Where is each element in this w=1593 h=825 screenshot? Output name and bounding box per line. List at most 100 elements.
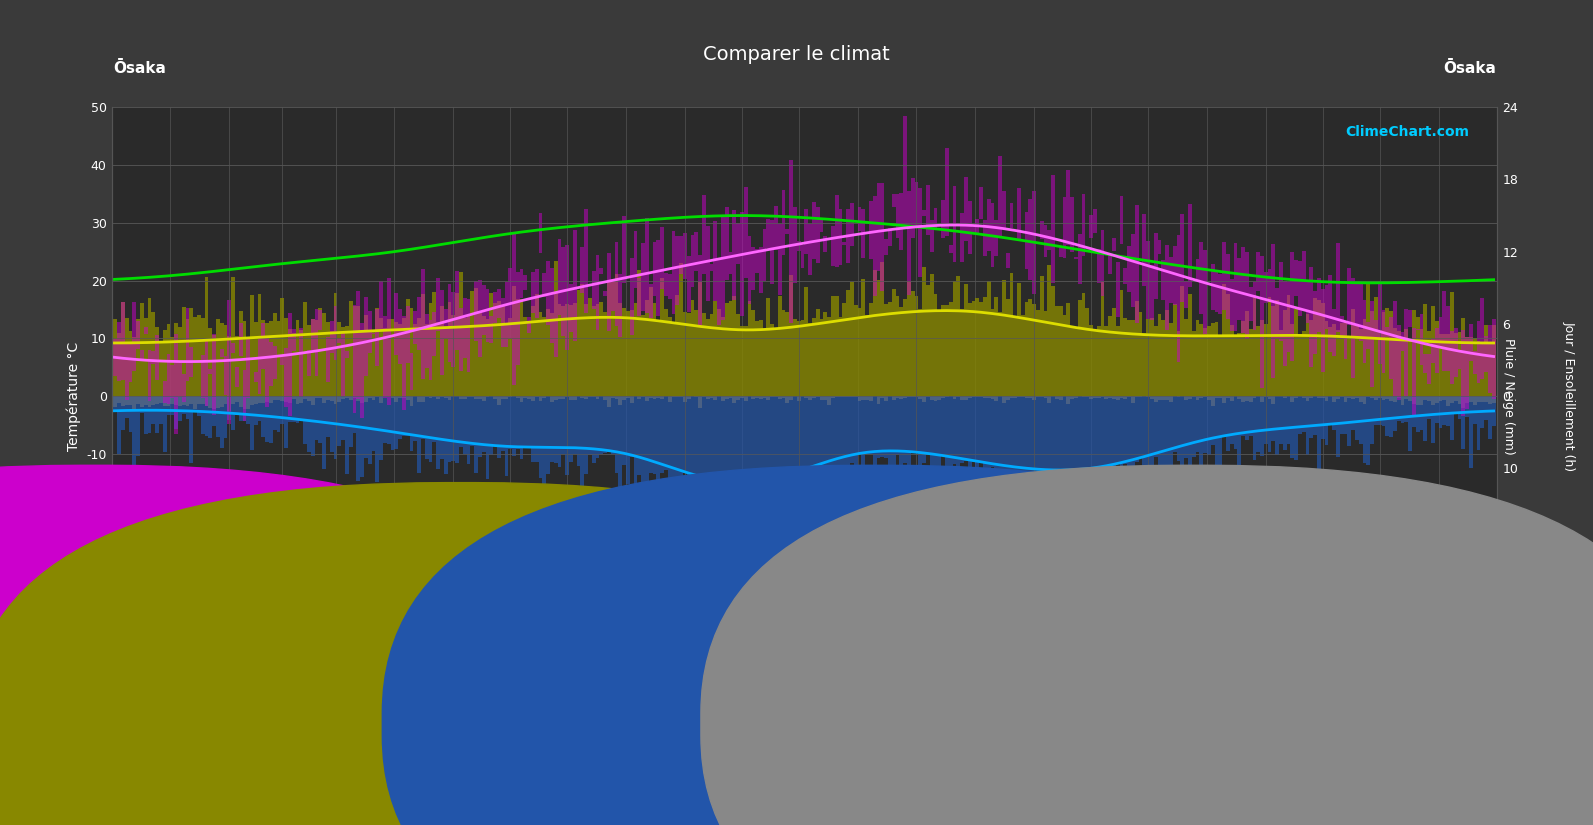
Bar	[758, 247, 763, 293]
Bar	[1424, 354, 1427, 373]
Bar	[876, 183, 881, 271]
Bar	[653, 396, 656, 474]
Bar	[253, 396, 258, 425]
Bar	[1005, 396, 1010, 493]
Bar	[280, 396, 284, 401]
Bar	[1260, 257, 1263, 388]
Bar	[459, 309, 462, 370]
Bar	[1230, 396, 1233, 401]
Bar	[945, 148, 949, 236]
Bar	[1491, 319, 1496, 398]
Bar	[462, 396, 467, 455]
Bar	[382, 316, 387, 398]
Bar	[338, 396, 341, 446]
Bar	[1257, 252, 1260, 290]
Bar	[857, 396, 862, 454]
Bar	[824, 396, 827, 400]
Bar	[1158, 396, 1161, 400]
Bar	[1461, 318, 1466, 396]
Bar	[1450, 396, 1454, 403]
Bar	[1219, 396, 1222, 470]
Bar	[725, 304, 728, 396]
Bar	[429, 396, 432, 461]
Bar	[607, 253, 610, 332]
Bar	[135, 396, 140, 404]
Bar	[1271, 396, 1276, 403]
Bar	[417, 296, 421, 350]
Bar	[1211, 264, 1214, 310]
Bar	[906, 396, 911, 397]
Bar	[1169, 323, 1172, 396]
Bar	[1241, 396, 1244, 402]
Bar	[1348, 396, 1351, 446]
Bar	[360, 330, 365, 396]
Bar	[1340, 323, 1343, 396]
Bar	[758, 396, 763, 399]
Bar	[827, 396, 832, 478]
Bar	[593, 396, 596, 398]
Bar	[615, 243, 618, 326]
Bar	[401, 318, 406, 396]
Bar	[1059, 396, 1063, 400]
Bar	[311, 319, 315, 396]
Bar	[618, 396, 623, 501]
Bar	[1055, 396, 1059, 491]
Bar	[838, 209, 843, 265]
Bar	[569, 396, 573, 400]
Bar	[253, 372, 258, 382]
Bar	[865, 315, 870, 396]
Bar	[679, 263, 683, 396]
Bar	[228, 336, 231, 396]
Bar	[508, 268, 511, 339]
Bar	[1474, 396, 1477, 424]
Bar	[922, 396, 926, 464]
Bar	[1040, 220, 1043, 239]
Bar	[1461, 396, 1466, 408]
Bar	[1120, 196, 1123, 244]
Bar	[851, 282, 854, 396]
Bar	[967, 200, 972, 253]
Bar	[1104, 396, 1109, 474]
Text: Température °C: Température °C	[80, 687, 190, 700]
Bar	[266, 396, 269, 442]
Bar	[1109, 396, 1112, 398]
Bar	[961, 309, 964, 396]
Bar	[1207, 396, 1211, 455]
Bar	[1317, 396, 1321, 472]
Bar	[121, 302, 124, 396]
Bar	[687, 396, 690, 399]
Bar	[566, 304, 569, 396]
Bar	[1329, 396, 1332, 426]
Text: Moyenne mensuelle: Moyenne mensuelle	[1215, 756, 1327, 766]
Bar	[1378, 396, 1381, 426]
Bar	[1150, 396, 1153, 399]
Bar	[744, 327, 747, 396]
Bar	[922, 266, 926, 396]
Bar	[519, 299, 524, 396]
Bar	[728, 301, 733, 396]
Bar	[167, 396, 170, 414]
Bar	[758, 320, 763, 396]
Bar	[1222, 396, 1227, 436]
Bar	[421, 396, 425, 439]
Bar	[212, 396, 217, 426]
Bar	[1051, 285, 1055, 396]
Bar	[401, 396, 406, 398]
Bar	[497, 300, 500, 396]
Bar	[193, 318, 198, 396]
Bar	[148, 396, 151, 408]
Bar	[1332, 396, 1337, 402]
Bar	[755, 396, 758, 398]
Bar	[333, 306, 338, 361]
Bar	[876, 396, 881, 458]
Bar	[1090, 215, 1093, 238]
Bar	[903, 396, 906, 463]
Bar	[722, 216, 725, 319]
Bar	[1040, 276, 1043, 396]
Bar	[253, 396, 258, 404]
Bar	[497, 396, 500, 458]
Bar	[1123, 268, 1128, 285]
Bar	[151, 351, 155, 364]
Bar	[983, 220, 986, 256]
Bar	[360, 323, 365, 418]
